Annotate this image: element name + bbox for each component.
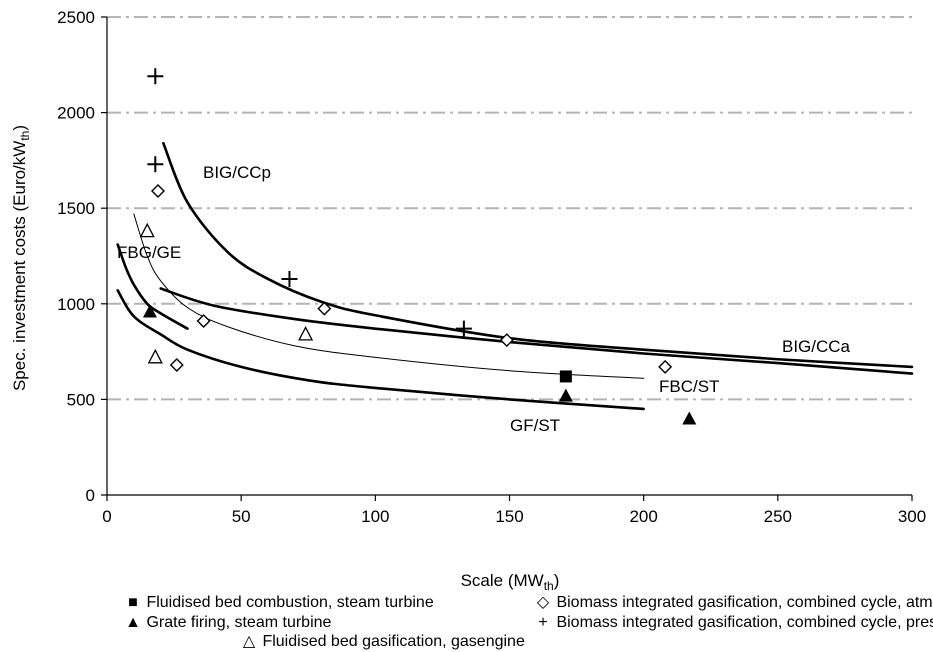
curve-label-gfst: GF/ST xyxy=(510,416,560,435)
legend-item-fbg-ge: △ Fluidised bed gasification, gasengine xyxy=(240,632,525,652)
open-triangle-marker xyxy=(297,325,314,341)
legend-item-big-ccp: + Biomass integrated gasification, combi… xyxy=(534,613,933,633)
open-diamond-marker xyxy=(499,333,514,348)
filled-square-icon: ■ xyxy=(128,594,138,611)
open-triangle-marker xyxy=(147,348,163,364)
x-tick-label: 100 xyxy=(361,507,389,526)
open-diamond-marker xyxy=(658,359,673,374)
open-triangle-marker xyxy=(139,222,155,238)
filled-triangle-marker xyxy=(142,304,157,318)
curve-fbcst xyxy=(133,213,645,379)
plus-marker xyxy=(281,270,298,287)
tick-labels: 0 500 1000 1500 2000 2500 0 50 100 150 200 250 300 xyxy=(57,8,926,526)
x-axis-label: Scale (MWth) xyxy=(461,571,560,593)
fit-curves xyxy=(116,141,914,411)
open-diamond-marker xyxy=(196,314,211,328)
plus-marker xyxy=(147,68,164,85)
legend-item-gf-st: ▲ Grate firing, steam turbine xyxy=(125,614,332,631)
open-triangle-icon: △ xyxy=(242,633,256,650)
chart: 0 500 1000 1500 2000 2500 0 50 100 150 200 250 300 B… xyxy=(10,8,926,593)
legend-item-big-cca: ◇ Biomass integrated gasification, combi… xyxy=(534,593,933,613)
curve-label-bigccp: BIG/CCp xyxy=(203,163,271,182)
curve-bigccp xyxy=(162,141,914,369)
x-tick-label: 250 xyxy=(764,507,792,526)
x-tick-label: 150 xyxy=(495,507,523,526)
plus-marker xyxy=(455,320,472,337)
curve-label-fbcst: FBC/ST xyxy=(659,377,719,396)
y-tick-label: 2000 xyxy=(57,104,95,123)
y-tick-label: 0 xyxy=(86,486,95,505)
y-tick-label: 1500 xyxy=(57,199,95,218)
curve-fbgge xyxy=(116,243,189,330)
x-tick-label: 200 xyxy=(629,507,657,526)
y-tick-label: 2500 xyxy=(57,8,95,27)
y-tick-label: 1000 xyxy=(57,295,95,314)
open-diamond-marker xyxy=(169,357,184,372)
x-tick-label: 0 xyxy=(102,507,111,526)
curve-label-bigcca: BIG/CCa xyxy=(782,337,851,356)
filled-triangle-icon: ▲ xyxy=(125,614,141,631)
filled-square-marker xyxy=(559,370,572,383)
curve-bigcca xyxy=(159,287,914,375)
legend-item-fbc-st: ■ Fluidised bed combustion, steam turbin… xyxy=(124,593,434,613)
data-markers xyxy=(139,68,697,425)
curve-label-fbgge: FBG/GE xyxy=(117,243,181,262)
open-diamond-marker xyxy=(317,301,332,316)
x-tick-label: 50 xyxy=(232,507,251,526)
axes xyxy=(101,16,913,501)
curve-gfst xyxy=(116,289,645,411)
open-diamond-marker xyxy=(150,184,165,198)
filled-triangle-marker xyxy=(682,411,697,425)
plus-marker xyxy=(147,156,164,173)
plus-icon: + xyxy=(538,614,548,631)
open-diamond-icon: ◇ xyxy=(536,594,550,611)
y-axis-label: Spec. investment costs (Euro/kWth) xyxy=(10,125,32,391)
filled-triangle-marker xyxy=(558,388,573,402)
x-tick-label: 300 xyxy=(898,507,926,526)
y-tick-label: 500 xyxy=(67,390,95,409)
